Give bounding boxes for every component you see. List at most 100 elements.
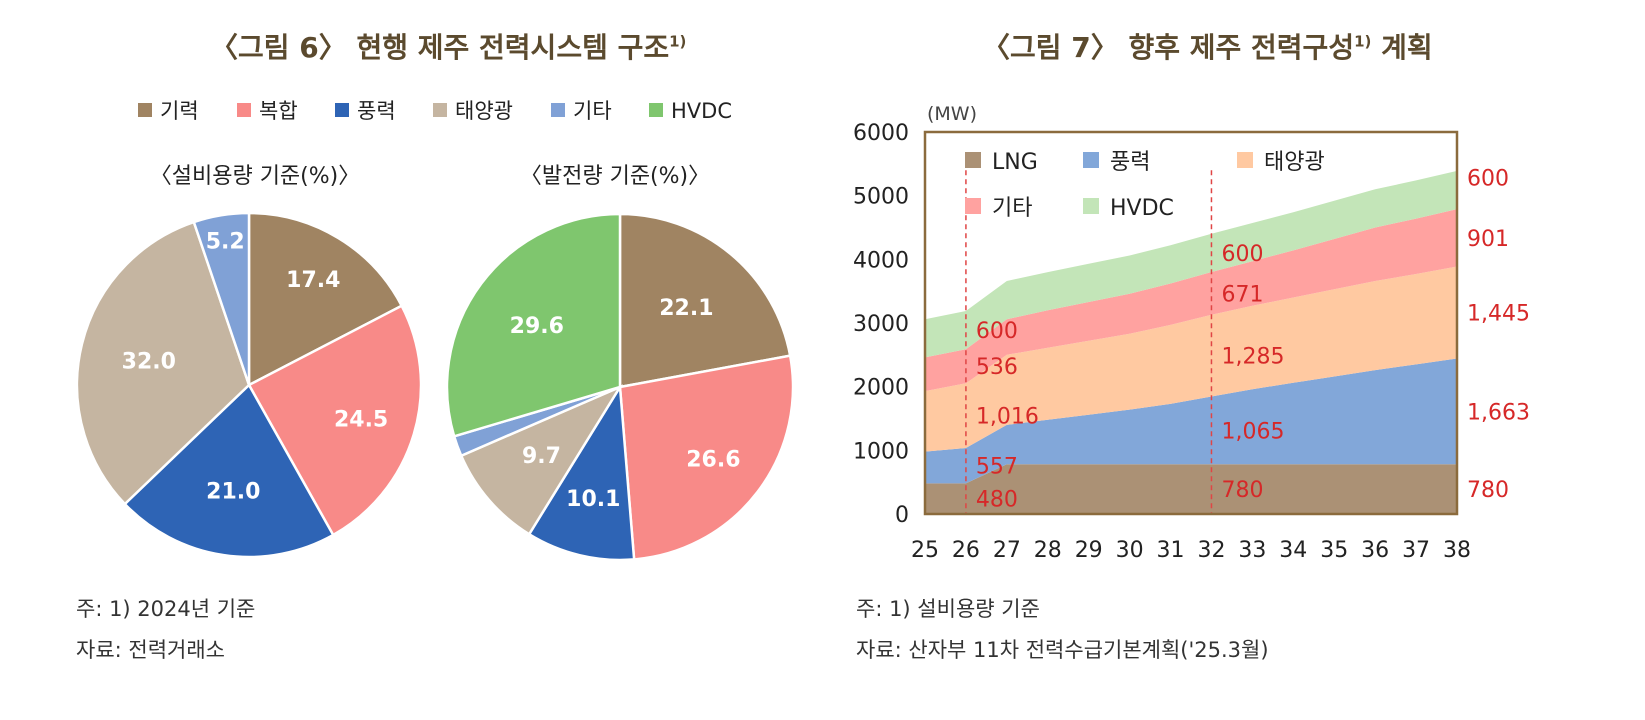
legend-label: 태양광 [455, 99, 513, 123]
right-panel-title: 〈그림 7〉 향후 제주 전력구성1) 계획 [982, 26, 1433, 66]
y-unit-label: (MW) [927, 103, 977, 125]
area-data-label: 901 [1467, 227, 1509, 252]
pie-slice [459, 384, 624, 536]
area-series [925, 358, 1457, 484]
right-title-suffix: 계획 [1371, 31, 1433, 64]
right-title-sup: 1) [1354, 32, 1372, 51]
legend-swatch [649, 103, 663, 117]
x-tick-label: 33 [1238, 538, 1266, 563]
y-tick-label: 2000 [853, 376, 909, 401]
legend-swatch [1237, 152, 1253, 168]
legend-swatch [551, 103, 565, 117]
x-tick-label: 32 [1197, 538, 1225, 563]
area-chart: 0 1000 2000 3000 4000 5000 6000 (MW) 25 26 27 28 29 3… [853, 103, 1530, 563]
pie-data-label: 21.0 [206, 480, 260, 505]
x-tick-label: 26 [952, 538, 980, 563]
pie-slice [75, 220, 251, 506]
left-source: 자료: 전력거래소 [76, 638, 225, 662]
pie-data-label: 10.1 [566, 487, 620, 512]
x-tick-label: 36 [1361, 538, 1389, 563]
x-tick-label: 29 [1075, 538, 1103, 563]
pie-data-label: 22.1 [659, 296, 713, 321]
legend-label: HVDC [1110, 196, 1174, 221]
pie-slice [527, 383, 636, 562]
area-series [925, 266, 1457, 452]
legend-swatch [965, 198, 981, 214]
legend-swatch [1083, 198, 1099, 214]
legend-label: 풍력 [1110, 150, 1150, 175]
area-data-label: 1,016 [976, 405, 1039, 430]
x-tick-label: 30 [1116, 538, 1144, 563]
area-data-label: 1,663 [1467, 400, 1530, 425]
legend-swatch [237, 103, 251, 117]
area-data-label: 600 [976, 319, 1018, 344]
y-tick-label: 3000 [853, 312, 909, 337]
area-series [925, 464, 1457, 514]
right-source: 자료: 산자부 11차 전력수급기본계획('25.3월) [856, 638, 1269, 662]
plot-frame [923, 130, 1459, 516]
legend-label: 풍력 [357, 99, 396, 123]
legend-swatch [1083, 152, 1099, 168]
area-data-label: 1,285 [1221, 345, 1284, 370]
area-data-label: 600 [1467, 166, 1509, 191]
pie-title: 〈발전량 기준(%)〉 [520, 164, 710, 189]
y-tick-label: 0 [895, 503, 909, 528]
legend-label: 태양광 [1264, 150, 1325, 175]
legend-label: 기타 [992, 196, 1032, 221]
pie-data-label: 24.5 [334, 408, 388, 433]
y-tick-label: 4000 [853, 248, 909, 273]
left-title-sup: 1) [669, 32, 687, 51]
pie-slice [123, 382, 335, 559]
legend-label: 복합 [259, 99, 298, 123]
y-tick-label: 1000 [853, 439, 909, 464]
legend-swatch [433, 103, 447, 117]
pie-slice [192, 211, 251, 386]
pie-slice [247, 304, 423, 537]
area-series [925, 209, 1457, 392]
legend-label: LNG [992, 150, 1038, 175]
legend-swatch [335, 103, 349, 117]
right-title-text: 〈그림 7〉 향후 제주 전력구성 [982, 31, 1355, 64]
pie-data-label: 26.6 [686, 448, 740, 473]
area-data-label: 480 [976, 488, 1018, 513]
x-tick-label: 31 [1157, 538, 1185, 563]
x-tick-label: 25 [911, 538, 939, 563]
area-data-label: 1,065 [1221, 419, 1284, 444]
legend-label: 기타 [573, 99, 612, 123]
legend-swatch [965, 152, 981, 168]
x-tick-label: 28 [1034, 538, 1062, 563]
pie-slice [445, 212, 622, 438]
x-tick-label: 37 [1402, 538, 1430, 563]
left-pie-figure: 기력 복합 풍력 태양광 기타 HVDC 〈설비용량 기준(%)〉 17.4 24.5 21.0 3… [75, 99, 795, 562]
legend-label: HVDC [671, 99, 732, 123]
left-note-1: 주: 1) 2024년 기준 [76, 597, 256, 621]
area-series [925, 170, 1457, 358]
area-data-label: 1,445 [1467, 301, 1530, 326]
left-panel-title: 〈그림 6〉 현행 제주 전력시스템 구조1) [210, 26, 686, 66]
x-tick-label: 27 [993, 538, 1021, 563]
x-tick-label: 35 [1320, 538, 1348, 563]
y-tick-label: 5000 [853, 185, 909, 210]
area-data-label: 600 [1221, 242, 1263, 267]
right-note-1: 주: 1) 설비용량 기준 [856, 597, 1040, 621]
area-data-label: 536 [976, 355, 1018, 380]
y-tick-label: 6000 [853, 121, 909, 146]
area-data-label: 780 [1467, 478, 1509, 503]
area-data-label: 780 [1221, 478, 1263, 503]
x-tick-label: 34 [1279, 538, 1307, 563]
x-tick-label: 38 [1443, 538, 1471, 563]
pie-data-label: 29.6 [510, 314, 564, 339]
left-title-text: 〈그림 6〉 현행 제주 전력시스템 구조 [210, 31, 670, 64]
legend-swatch [138, 103, 152, 117]
pie-data-label: 5.2 [206, 230, 245, 255]
pie-slice [247, 211, 404, 388]
pie-data-label: 32.0 [122, 350, 176, 375]
pie-slice [618, 212, 792, 389]
pie-data-label: 17.4 [286, 268, 340, 293]
pie-title: 〈설비용량 기준(%)〉 [150, 164, 361, 189]
pie-data-label: 9.7 [522, 444, 561, 469]
legend-label: 기력 [160, 99, 199, 123]
area-data-label: 557 [976, 455, 1018, 480]
pie-slice [618, 354, 795, 561]
area-data-label: 671 [1221, 282, 1263, 307]
